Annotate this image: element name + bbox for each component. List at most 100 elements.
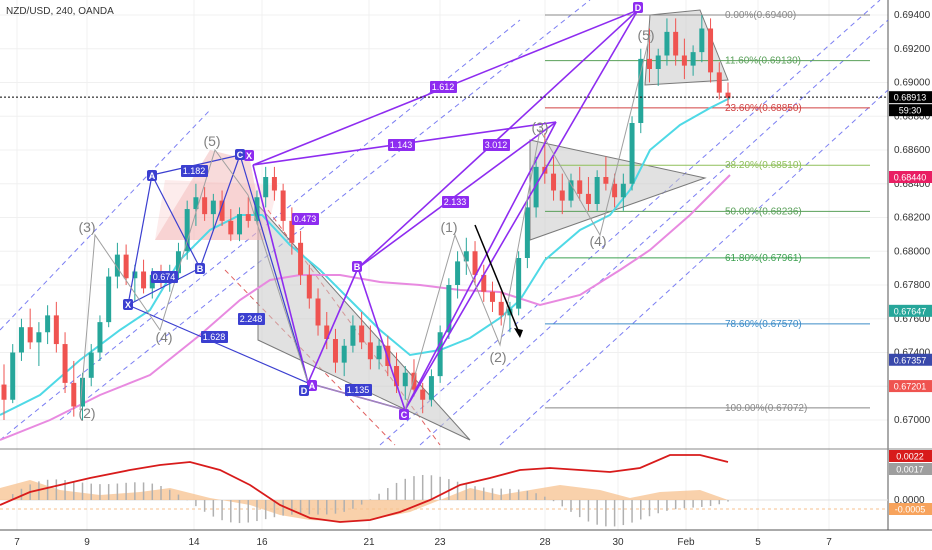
- candle-body[interactable]: [53, 315, 59, 345]
- candle-body[interactable]: [175, 251, 181, 274]
- ratio-label: 2.133: [444, 197, 467, 207]
- point-label: B: [197, 264, 204, 274]
- candle-body[interactable]: [673, 31, 679, 56]
- wave-label: (1): [440, 219, 457, 235]
- candle-body[interactable]: [428, 376, 434, 400]
- candle-body[interactable]: [45, 315, 51, 333]
- candle-body[interactable]: [184, 209, 190, 252]
- ratio-label-box: [238, 313, 265, 325]
- x-tick-label: 16: [256, 537, 268, 548]
- candle-body[interactable]: [97, 322, 103, 353]
- candle-body[interactable]: [498, 301, 504, 316]
- candle-body[interactable]: [411, 372, 417, 390]
- candle-body[interactable]: [271, 177, 277, 191]
- ratio-label-box: [430, 81, 457, 93]
- candle-body[interactable]: [620, 183, 626, 198]
- candle-body[interactable]: [455, 261, 461, 285]
- candle-body[interactable]: [350, 325, 356, 346]
- macd-area: [0, 480, 728, 522]
- candle-body[interactable]: [289, 220, 295, 243]
- trend-arrow: [474, 224, 521, 336]
- price-tag-label: 0.67357: [894, 355, 927, 365]
- candle-body[interactable]: [481, 274, 487, 292]
- candle-body[interactable]: [306, 274, 312, 299]
- candle-body[interactable]: [446, 285, 452, 333]
- candle-body[interactable]: [594, 177, 600, 204]
- candle-body[interactable]: [202, 197, 208, 215]
- candle-body[interactable]: [367, 342, 373, 360]
- candle-body[interactable]: [699, 28, 705, 53]
- candle-body[interactable]: [524, 207, 530, 258]
- candle-body[interactable]: [298, 242, 304, 275]
- candle-body[interactable]: [463, 251, 469, 262]
- candle-body[interactable]: [646, 58, 652, 69]
- candle-body[interactable]: [420, 389, 426, 400]
- candle-body[interactable]: [612, 183, 618, 198]
- candle-body[interactable]: [123, 254, 129, 279]
- candle-body[interactable]: [394, 366, 400, 387]
- y-tick-label: 0.67400: [894, 348, 931, 359]
- candle-body[interactable]: [559, 190, 565, 201]
- candle-body[interactable]: [516, 258, 522, 309]
- candle-body[interactable]: [132, 271, 138, 279]
- candle-body[interactable]: [603, 177, 609, 184]
- ratio-label-box: [292, 213, 319, 225]
- candle-body[interactable]: [263, 177, 269, 198]
- candle-body[interactable]: [437, 332, 443, 377]
- candle-body[interactable]: [237, 214, 243, 235]
- macd-y-tick-label: 0.0000: [894, 495, 925, 506]
- harmonic-line-small: [199, 154, 241, 269]
- ratio-label-box: [442, 196, 469, 208]
- candle-body[interactable]: [577, 180, 583, 194]
- x-tick-label: 21: [363, 537, 375, 548]
- candle-body[interactable]: [638, 58, 644, 123]
- candle-body[interactable]: [88, 352, 94, 378]
- candle-body[interactable]: [489, 291, 495, 302]
- candle-body[interactable]: [71, 382, 77, 407]
- candle-body[interactable]: [585, 193, 591, 204]
- candle-body[interactable]: [551, 173, 557, 191]
- candle-body[interactable]: [10, 352, 16, 400]
- point-label-box: [235, 149, 245, 160]
- harmonic-line-small: [151, 174, 201, 269]
- candle-body[interactable]: [472, 251, 478, 275]
- wave-label: (3): [78, 219, 95, 235]
- candle-body[interactable]: [193, 197, 199, 210]
- candle-body[interactable]: [141, 271, 147, 289]
- candle-body[interactable]: [228, 220, 234, 235]
- candle-body[interactable]: [62, 344, 68, 383]
- candle-body[interactable]: [681, 55, 687, 66]
- candle-body[interactable]: [664, 31, 670, 56]
- ratio-label: 1.182: [183, 166, 206, 176]
- candle-body[interactable]: [708, 28, 714, 73]
- candle-body[interactable]: [568, 180, 574, 201]
- candle-body[interactable]: [341, 345, 347, 363]
- candle-body[interactable]: [36, 332, 42, 343]
- candle-body[interactable]: [359, 325, 365, 343]
- candle-body[interactable]: [18, 327, 24, 353]
- ratio-label: 3.012: [485, 140, 508, 150]
- macd-tag-label: -0.0005: [895, 505, 926, 515]
- candle-body[interactable]: [332, 339, 338, 363]
- candle-body[interactable]: [655, 55, 661, 70]
- candle-body[interactable]: [210, 200, 216, 215]
- candle-body[interactable]: [716, 72, 722, 93]
- candle-body[interactable]: [324, 325, 330, 340]
- candle-body[interactable]: [27, 327, 33, 343]
- candle-body[interactable]: [315, 298, 321, 326]
- candle-body[interactable]: [219, 200, 225, 221]
- candle-body[interactable]: [376, 345, 382, 360]
- candle-body[interactable]: [629, 123, 635, 184]
- candle-body[interactable]: [106, 276, 112, 323]
- candle-body[interactable]: [114, 254, 120, 277]
- candle-body[interactable]: [402, 372, 408, 387]
- candle-body[interactable]: [533, 166, 539, 208]
- candle-body[interactable]: [80, 377, 86, 407]
- candle-body[interactable]: [254, 197, 260, 221]
- candle-body[interactable]: [280, 190, 286, 221]
- candle-body[interactable]: [1, 384, 7, 400]
- candle-body[interactable]: [690, 52, 696, 66]
- candle-body[interactable]: [725, 92, 731, 98]
- candle-body[interactable]: [245, 214, 251, 221]
